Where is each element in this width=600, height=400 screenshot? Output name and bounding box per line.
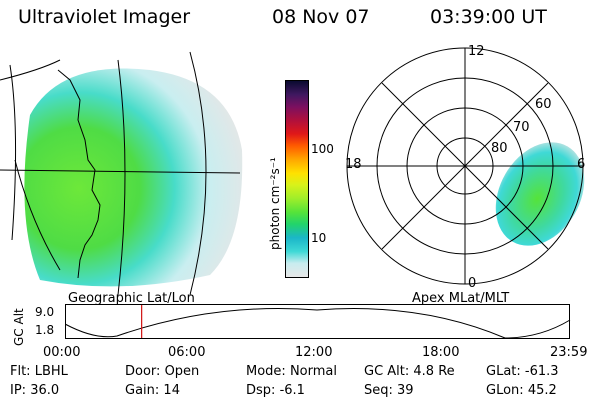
mlt-label-6: 6 <box>577 157 586 172</box>
color-scale-bar <box>285 80 309 278</box>
mlat-label-80: 80 <box>491 141 508 156</box>
lon-line <box>117 59 126 296</box>
status-filter: Flt: LBHL <box>10 364 68 379</box>
status-glon: GLon: 45.2 <box>486 383 557 398</box>
aurora-image <box>24 68 243 287</box>
time-tick-0600: 06:00 <box>168 345 206 360</box>
mlat-label-70: 70 <box>513 120 530 135</box>
status-dsp: Dsp: -6.1 <box>246 383 305 398</box>
altitude-curve <box>65 307 571 339</box>
instrument-title: Ultraviolet Imager <box>18 6 191 28</box>
lat-arc <box>0 59 61 81</box>
mlt-label-18: 18 <box>345 157 362 172</box>
status-seq: Seq: 39 <box>364 383 414 398</box>
altitude-tick-high: 9.0 <box>35 305 55 319</box>
altitude-tick-low: 1.8 <box>35 323 55 337</box>
status-glat: GLat: -61.3 <box>486 364 559 379</box>
status-mode: Mode: Normal <box>246 364 337 379</box>
time-tick-2359: 23:59 <box>550 345 588 360</box>
time-tick-0000: 00:00 <box>43 345 81 360</box>
mlt-label-12: 12 <box>468 44 485 59</box>
geographic-map-panel <box>0 51 243 296</box>
colorbar-tick-10: 10 <box>311 231 327 245</box>
image-time: 03:39:00 UT <box>430 6 547 28</box>
status-ip: IP: 36.0 <box>10 383 60 398</box>
status-gain: Gain: 14 <box>125 383 180 398</box>
apex-label: Apex MLat/MLT <box>412 291 510 306</box>
aurora-oval <box>495 142 585 246</box>
geographic-label: Geographic Lat/Lon <box>68 291 195 306</box>
altitude-plot <box>65 304 571 339</box>
status-gc-altitude: GC Alt: 4.8 Re <box>364 364 455 379</box>
mlat-label-60: 60 <box>535 97 552 112</box>
image-date: 08 Nov 07 <box>272 6 370 28</box>
coastline <box>57 69 101 279</box>
mlt-label-0: 0 <box>468 276 477 291</box>
colorbar-tick-100: 100 <box>311 142 334 156</box>
time-tick-1200: 12:00 <box>295 345 333 360</box>
lon-line <box>9 64 17 241</box>
lat-line <box>0 169 241 174</box>
time-tick-1800: 18:00 <box>422 345 460 360</box>
altitude-axis-label: GC Alt <box>12 308 26 346</box>
lon-line <box>189 51 207 296</box>
lon-line <box>14 159 61 271</box>
colorbar-unit-label: photon cm⁻²s⁻¹ <box>268 157 282 250</box>
polar-map-panel <box>346 47 585 285</box>
status-door: Door: Open <box>125 364 200 379</box>
